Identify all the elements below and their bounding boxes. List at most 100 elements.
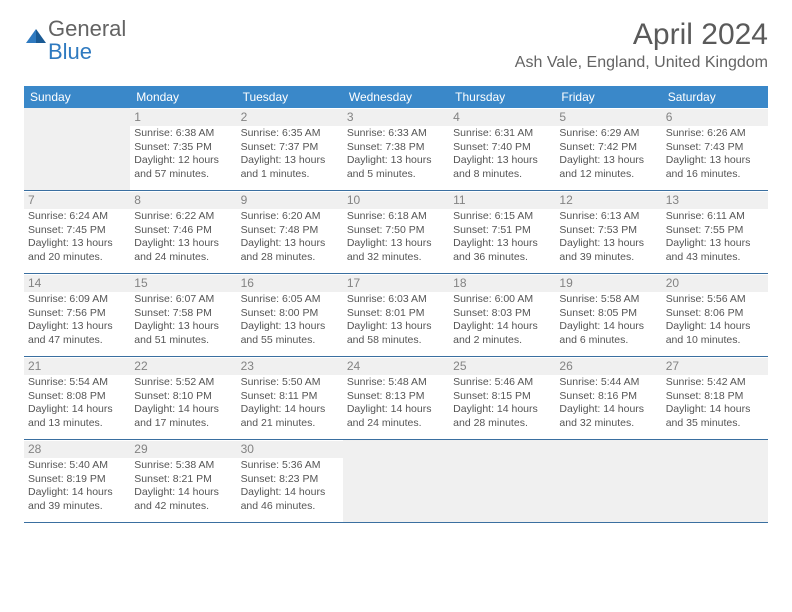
daylight-line: Daylight: 14 hours and 46 minutes. — [241, 486, 339, 513]
daylight-line: Daylight: 14 hours and 42 minutes. — [134, 486, 232, 513]
sunset-line: Sunset: 8:11 PM — [241, 390, 339, 403]
daylight-line: Daylight: 14 hours and 10 minutes. — [666, 320, 764, 347]
calendar-cell — [24, 108, 130, 190]
sunrise-line: Sunrise: 6:03 AM — [347, 293, 445, 306]
day-number: 12 — [555, 192, 661, 209]
daylight-line: Daylight: 13 hours and 39 minutes. — [559, 237, 657, 264]
sunset-line: Sunset: 7:37 PM — [241, 141, 339, 154]
day-number: 1 — [130, 109, 236, 126]
calendar-cell: 27Sunrise: 5:42 AMSunset: 8:18 PMDayligh… — [662, 357, 768, 439]
calendar-cell: 13Sunrise: 6:11 AMSunset: 7:55 PMDayligh… — [662, 191, 768, 273]
calendar-cell: 16Sunrise: 6:05 AMSunset: 8:00 PMDayligh… — [237, 274, 343, 356]
weekday-header: Tuesday — [237, 86, 343, 108]
logo: General Blue — [24, 18, 126, 64]
header: General Blue April 2024 Ash Vale, Englan… — [0, 0, 792, 80]
daylight-line: Daylight: 13 hours and 55 minutes. — [241, 320, 339, 347]
sunset-line: Sunset: 8:03 PM — [453, 307, 551, 320]
sunset-line: Sunset: 7:53 PM — [559, 224, 657, 237]
day-number: 8 — [130, 192, 236, 209]
day-number: 15 — [130, 275, 236, 292]
logo-text-wrap: General Blue — [48, 18, 126, 64]
day-number: 22 — [130, 358, 236, 375]
day-number: 4 — [449, 109, 555, 126]
day-number: 17 — [343, 275, 449, 292]
sunset-line: Sunset: 8:23 PM — [241, 473, 339, 486]
daylight-line: Daylight: 13 hours and 8 minutes. — [453, 154, 551, 181]
day-number: 11 — [449, 192, 555, 209]
sunrise-line: Sunrise: 6:18 AM — [347, 210, 445, 223]
daylight-line: Daylight: 14 hours and 21 minutes. — [241, 403, 339, 430]
day-number: 24 — [343, 358, 449, 375]
sunset-line: Sunset: 8:10 PM — [134, 390, 232, 403]
sunset-line: Sunset: 8:19 PM — [28, 473, 126, 486]
calendar-row: 14Sunrise: 6:09 AMSunset: 7:56 PMDayligh… — [24, 274, 768, 357]
weekday-header: Monday — [130, 86, 236, 108]
weekday-header: Wednesday — [343, 86, 449, 108]
sunrise-line: Sunrise: 6:15 AM — [453, 210, 551, 223]
sunrise-line: Sunrise: 5:58 AM — [559, 293, 657, 306]
sunrise-line: Sunrise: 6:38 AM — [134, 127, 232, 140]
calendar-cell: 6Sunrise: 6:26 AMSunset: 7:43 PMDaylight… — [662, 108, 768, 190]
sunrise-line: Sunrise: 5:42 AM — [666, 376, 764, 389]
calendar-cell: 28Sunrise: 5:40 AMSunset: 8:19 PMDayligh… — [24, 440, 130, 522]
calendar-cell — [662, 440, 768, 522]
day-number: 27 — [662, 358, 768, 375]
calendar-cell: 11Sunrise: 6:15 AMSunset: 7:51 PMDayligh… — [449, 191, 555, 273]
sunset-line: Sunset: 8:13 PM — [347, 390, 445, 403]
sunrise-line: Sunrise: 5:52 AM — [134, 376, 232, 389]
sunset-line: Sunset: 7:43 PM — [666, 141, 764, 154]
weekday-header: Thursday — [449, 86, 555, 108]
logo-text-blue: Blue — [48, 39, 92, 64]
sunrise-line: Sunrise: 5:44 AM — [559, 376, 657, 389]
sunset-line: Sunset: 8:05 PM — [559, 307, 657, 320]
sunset-line: Sunset: 7:48 PM — [241, 224, 339, 237]
calendar-header-row: SundayMondayTuesdayWednesdayThursdayFrid… — [24, 86, 768, 108]
daylight-line: Daylight: 14 hours and 13 minutes. — [28, 403, 126, 430]
sunset-line: Sunset: 7:55 PM — [666, 224, 764, 237]
day-number: 2 — [237, 109, 343, 126]
sunrise-line: Sunrise: 5:56 AM — [666, 293, 764, 306]
daylight-line: Daylight: 14 hours and 35 minutes. — [666, 403, 764, 430]
calendar-cell: 23Sunrise: 5:50 AMSunset: 8:11 PMDayligh… — [237, 357, 343, 439]
day-number: 5 — [555, 109, 661, 126]
day-number: 6 — [662, 109, 768, 126]
calendar-cell — [343, 440, 449, 522]
calendar-cell: 2Sunrise: 6:35 AMSunset: 7:37 PMDaylight… — [237, 108, 343, 190]
day-number: 20 — [662, 275, 768, 292]
sunset-line: Sunset: 8:21 PM — [134, 473, 232, 486]
day-number: 28 — [24, 441, 130, 458]
calendar-cell: 19Sunrise: 5:58 AMSunset: 8:05 PMDayligh… — [555, 274, 661, 356]
day-number: 19 — [555, 275, 661, 292]
daylight-line: Daylight: 13 hours and 43 minutes. — [666, 237, 764, 264]
sunrise-line: Sunrise: 5:40 AM — [28, 459, 126, 472]
sunset-line: Sunset: 7:51 PM — [453, 224, 551, 237]
sunset-line: Sunset: 7:56 PM — [28, 307, 126, 320]
weekday-header: Sunday — [24, 86, 130, 108]
daylight-line: Daylight: 13 hours and 12 minutes. — [559, 154, 657, 181]
title-block: April 2024 Ash Vale, England, United Kin… — [515, 18, 768, 72]
calendar-cell: 18Sunrise: 6:00 AMSunset: 8:03 PMDayligh… — [449, 274, 555, 356]
day-number: 14 — [24, 275, 130, 292]
day-number: 23 — [237, 358, 343, 375]
daylight-line: Daylight: 14 hours and 28 minutes. — [453, 403, 551, 430]
calendar-cell: 29Sunrise: 5:38 AMSunset: 8:21 PMDayligh… — [130, 440, 236, 522]
day-number: 16 — [237, 275, 343, 292]
calendar-cell: 20Sunrise: 5:56 AMSunset: 8:06 PMDayligh… — [662, 274, 768, 356]
daylight-line: Daylight: 13 hours and 32 minutes. — [347, 237, 445, 264]
daylight-line: Daylight: 14 hours and 39 minutes. — [28, 486, 126, 513]
calendar-cell — [555, 440, 661, 522]
sunset-line: Sunset: 7:35 PM — [134, 141, 232, 154]
day-number: 10 — [343, 192, 449, 209]
calendar-cell: 3Sunrise: 6:33 AMSunset: 7:38 PMDaylight… — [343, 108, 449, 190]
day-number: 30 — [237, 441, 343, 458]
sunset-line: Sunset: 7:46 PM — [134, 224, 232, 237]
daylight-line: Daylight: 14 hours and 6 minutes. — [559, 320, 657, 347]
sunset-line: Sunset: 7:45 PM — [28, 224, 126, 237]
calendar-cell: 10Sunrise: 6:18 AMSunset: 7:50 PMDayligh… — [343, 191, 449, 273]
calendar-row: 7Sunrise: 6:24 AMSunset: 7:45 PMDaylight… — [24, 191, 768, 274]
sunset-line: Sunset: 8:08 PM — [28, 390, 126, 403]
logo-icon — [26, 27, 46, 48]
daylight-line: Daylight: 13 hours and 20 minutes. — [28, 237, 126, 264]
day-number: 3 — [343, 109, 449, 126]
sunrise-line: Sunrise: 6:20 AM — [241, 210, 339, 223]
